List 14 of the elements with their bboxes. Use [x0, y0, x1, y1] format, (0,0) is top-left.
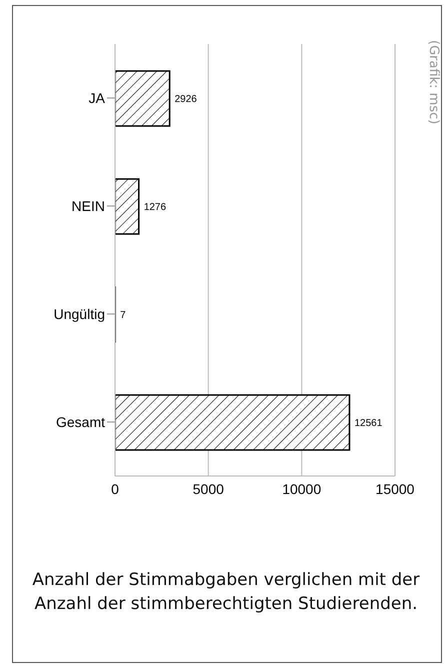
- text: Anzahl der Stimmabgaben verglichen mit der Anzahl der stimmberechtigten Studierenden.: [31, 569, 421, 616]
- x-tick-label: 15000: [376, 480, 415, 497]
- x-tick-label: 5000: [192, 480, 224, 497]
- y-tick-label: NEIN: [72, 198, 105, 214]
- data-label: 12561: [354, 418, 383, 430]
- y-tick-label: Gesamt: [56, 414, 106, 430]
- x-tick-label: 0: [111, 480, 120, 497]
- x-tick-label: 10000: [282, 480, 322, 497]
- y-tick-label: JA: [88, 90, 106, 106]
- y-tick-label: Ungültig: [54, 306, 105, 322]
- text: (Grafik: msc): [426, 40, 441, 124]
- data-label: 2926: [174, 94, 198, 106]
- data-label: 1276: [144, 202, 167, 214]
- data-label: 7: [120, 310, 126, 322]
